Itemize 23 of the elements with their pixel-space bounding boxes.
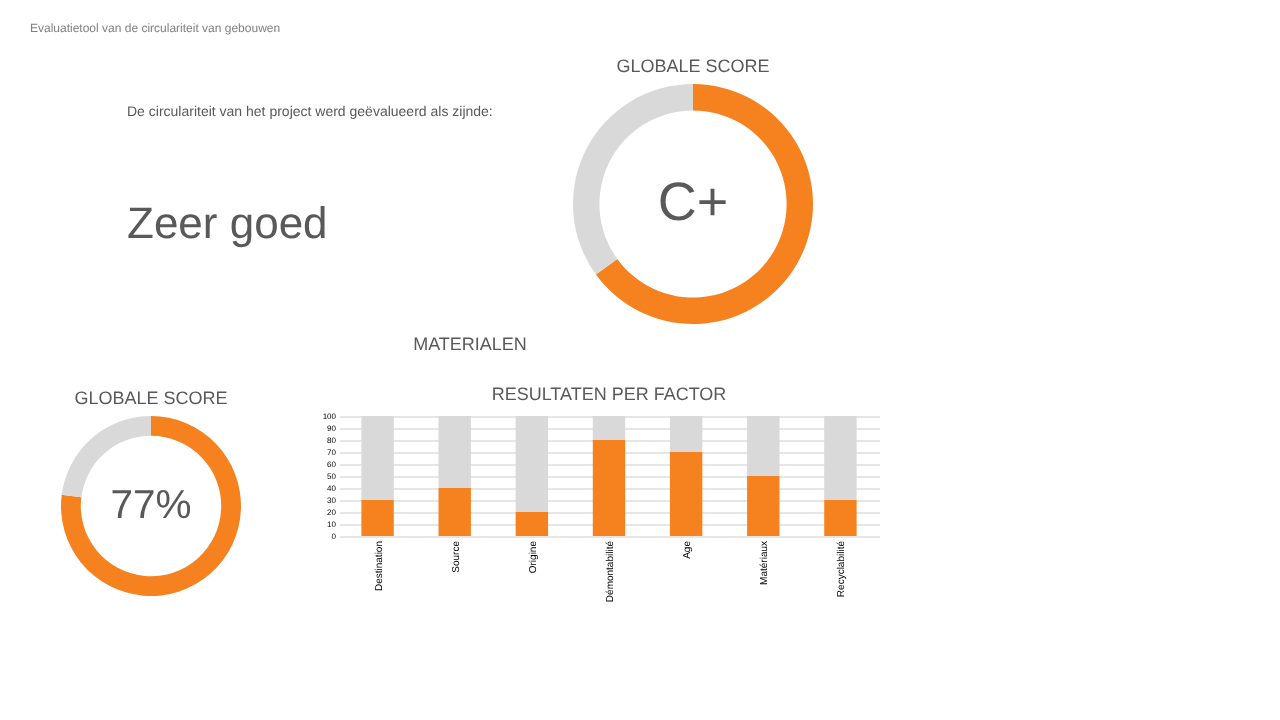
- bar: [824, 416, 857, 500]
- chart-title: GLOBALE SCORE: [616, 56, 770, 76]
- chart-title: GLOBALE SCORE: [74, 388, 228, 408]
- bar: [592, 416, 626, 440]
- bar: [361, 416, 394, 500]
- bar: [438, 488, 471, 536]
- bar: [669, 416, 703, 452]
- chart-title: RESULTATEN PER FACTOR: [491, 384, 728, 404]
- bar: [438, 416, 471, 488]
- bar: [515, 416, 549, 512]
- text: Zeer goed: [127, 198, 328, 248]
- bar: [515, 512, 549, 536]
- text: C+: [657, 172, 729, 232]
- donut-slice: [61, 416, 241, 596]
- text: MATERIALEN: [413, 334, 527, 354]
- donut-slice: [595, 84, 813, 324]
- bar: [747, 416, 780, 476]
- bar: [592, 440, 626, 536]
- bar: [747, 476, 780, 536]
- bar: [824, 500, 857, 536]
- bar: [669, 452, 703, 536]
- bar: [361, 500, 394, 536]
- text: 77%: [110, 484, 192, 528]
